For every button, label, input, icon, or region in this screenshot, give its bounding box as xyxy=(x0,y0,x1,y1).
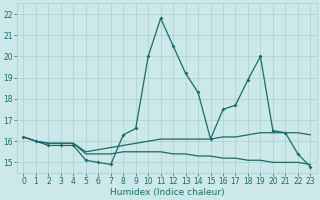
X-axis label: Humidex (Indice chaleur): Humidex (Indice chaleur) xyxy=(109,188,224,197)
